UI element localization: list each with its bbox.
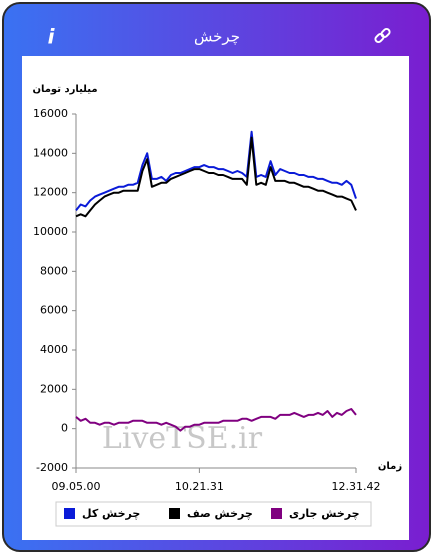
link-button[interactable] <box>374 27 391 44</box>
x-tick-label: 12.31.42 <box>332 480 381 493</box>
legend-swatch <box>64 508 75 519</box>
x-axis-label: زمان <box>378 461 402 472</box>
y-tick-label: 0 <box>61 422 68 435</box>
y-axis-label: میلیارد تومان <box>32 84 97 95</box>
y-tick-label: 12000 <box>33 186 68 199</box>
y-tick-label: 2000 <box>40 382 68 395</box>
legend-label: چرخش صف <box>187 507 253 520</box>
y-tick-label: 14000 <box>33 146 68 159</box>
content <box>22 56 409 540</box>
legend-label: چرخش جاری <box>289 507 360 520</box>
info-button[interactable]: i <box>48 25 56 49</box>
x-tick-label: 10.21.31 <box>175 480 224 493</box>
watermark: LiveTSE.ir <box>102 421 263 456</box>
y-tick-label: 8000 <box>40 264 68 277</box>
series-line <box>75 130 357 212</box>
y-tick-label: 16000 <box>33 107 68 120</box>
y-tick-label: 6000 <box>40 304 68 317</box>
x-tick-label: 09.05.00 <box>52 480 101 493</box>
legend-swatch <box>271 508 282 519</box>
legend-swatch <box>169 508 180 519</box>
page-title: چرخش <box>194 28 240 46</box>
y-tick-label: 4000 <box>40 343 68 356</box>
series-line <box>75 136 357 218</box>
y-tick-label: -2000 <box>36 461 68 474</box>
y-tick-label: 10000 <box>33 225 68 238</box>
legend-label: چرخش کل <box>82 507 140 520</box>
legend-box <box>55 501 372 527</box>
series-line <box>75 408 357 432</box>
